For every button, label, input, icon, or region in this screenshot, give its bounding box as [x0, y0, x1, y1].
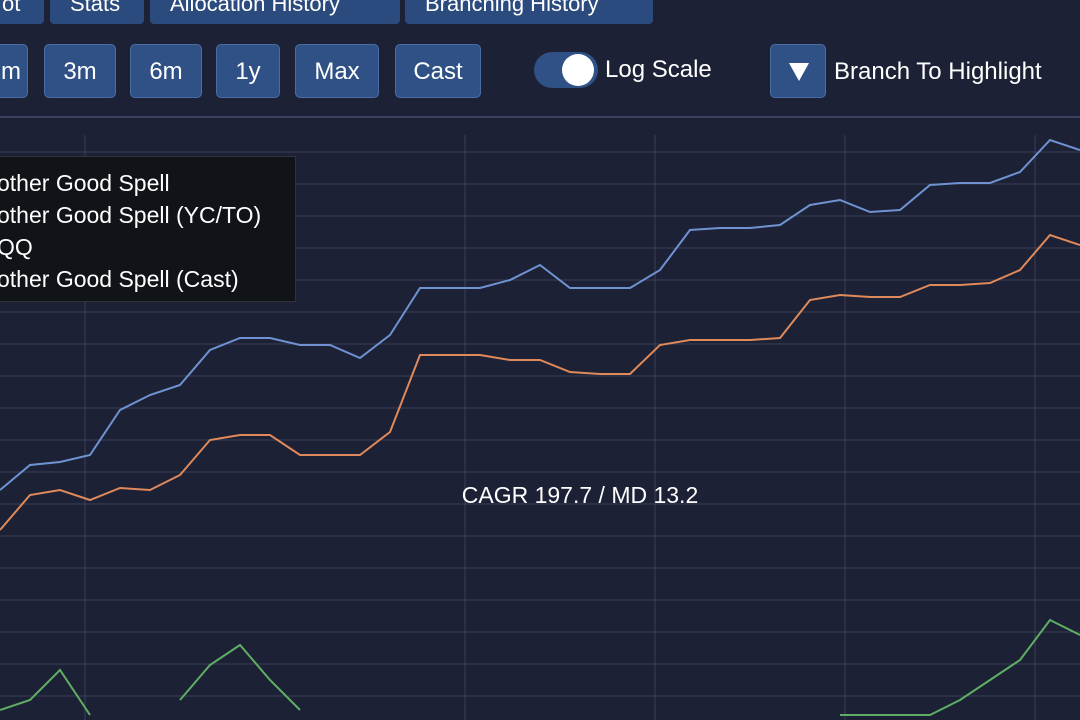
- range-button[interactable]: 6m: [130, 44, 202, 98]
- range-button[interactable]: m: [0, 44, 28, 98]
- tab[interactable]: Stats: [50, 0, 144, 24]
- separator: [0, 116, 1080, 118]
- series-line: [0, 233, 1080, 531]
- legend-entry: QQ: [0, 234, 33, 260]
- annotation: CAGR 197.7 / MD 13.2: [462, 482, 699, 508]
- toggle-knob: [562, 54, 594, 86]
- legend-entry: other Good Spell (YC/TO): [0, 202, 262, 228]
- range-button[interactable]: Cast: [395, 44, 481, 98]
- series-line: [179, 643, 301, 711]
- toggle-switch[interactable]: [534, 52, 598, 88]
- legend: other Good Spell other Good Spell (YC/TO…: [0, 156, 296, 302]
- range-button[interactable]: Max: [295, 44, 379, 98]
- tab[interactable]: Branching History: [405, 0, 653, 24]
- legend-entry: other Good Spell: [0, 170, 170, 196]
- toggle-label: Log Scale: [605, 56, 712, 83]
- range-button[interactable]: 1y: [216, 44, 280, 98]
- series-line: [0, 668, 91, 716]
- dropdown-arrow: [789, 63, 809, 81]
- series-line: [0, 138, 1080, 491]
- grid: [0, 135, 1080, 720]
- tab[interactable]: ot: [0, 0, 44, 24]
- tab[interactable]: Allocation History: [150, 0, 400, 24]
- series-line: [840, 618, 1080, 716]
- range-button[interactable]: 3m: [44, 44, 116, 98]
- dropdown-label: Branch To Highlight: [834, 58, 1042, 85]
- dropdown-button[interactable]: [770, 44, 826, 98]
- legend-entry: other Good Spell (Cast): [0, 266, 239, 292]
